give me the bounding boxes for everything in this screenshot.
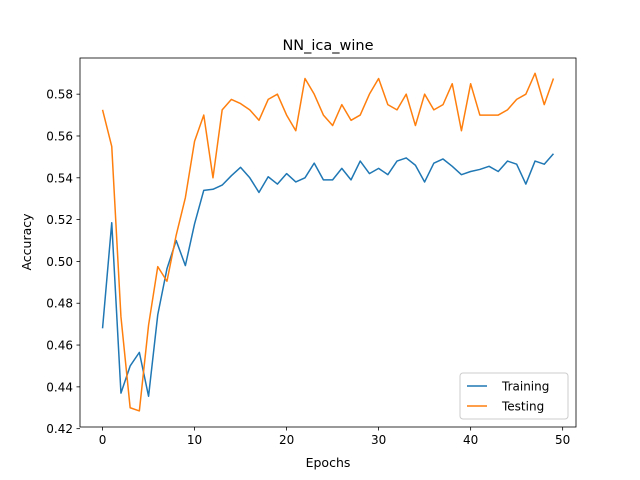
y-axis: 0.42 0.44 0.46 0.48 0.50 0.52 0.54 0.56 0.58 [46, 88, 80, 436]
legend-label-training: Training [501, 380, 549, 394]
legend: Training Testing [459, 372, 569, 420]
plot-area [79, 57, 577, 428]
y-tick-label: 0.52 [46, 213, 73, 227]
y-tick-label: 0.54 [46, 171, 73, 185]
axes-frame [79, 57, 577, 428]
x-axis: 0 10 20 30 40 50 [99, 427, 570, 447]
y-tick-label: 0.46 [46, 339, 73, 353]
chart-title: NN_ica_wine [282, 38, 373, 54]
legend-box [459, 372, 569, 420]
y-axis-label: Accuracy [19, 213, 34, 271]
y-tick-label: 0.48 [46, 297, 73, 311]
x-axis-label: Epochs [306, 455, 351, 470]
series-line-training [101, 153, 555, 398]
y-tick-label: 0.44 [46, 380, 73, 394]
x-tick-label: 40 [463, 433, 478, 447]
x-tick-label: 0 [99, 433, 107, 447]
y-tick-label: 0.56 [46, 129, 73, 143]
legend-label-testing: Testing [501, 400, 544, 414]
series-line-testing [101, 72, 555, 412]
y-tick-label: 0.42 [46, 422, 73, 436]
x-tick-label: 10 [187, 433, 202, 447]
x-tick-label: 20 [279, 433, 294, 447]
x-tick-label: 50 [555, 433, 570, 447]
x-tick-label: 30 [371, 433, 386, 447]
y-tick-label: 0.50 [46, 255, 73, 269]
y-tick-label: 0.58 [46, 88, 73, 102]
